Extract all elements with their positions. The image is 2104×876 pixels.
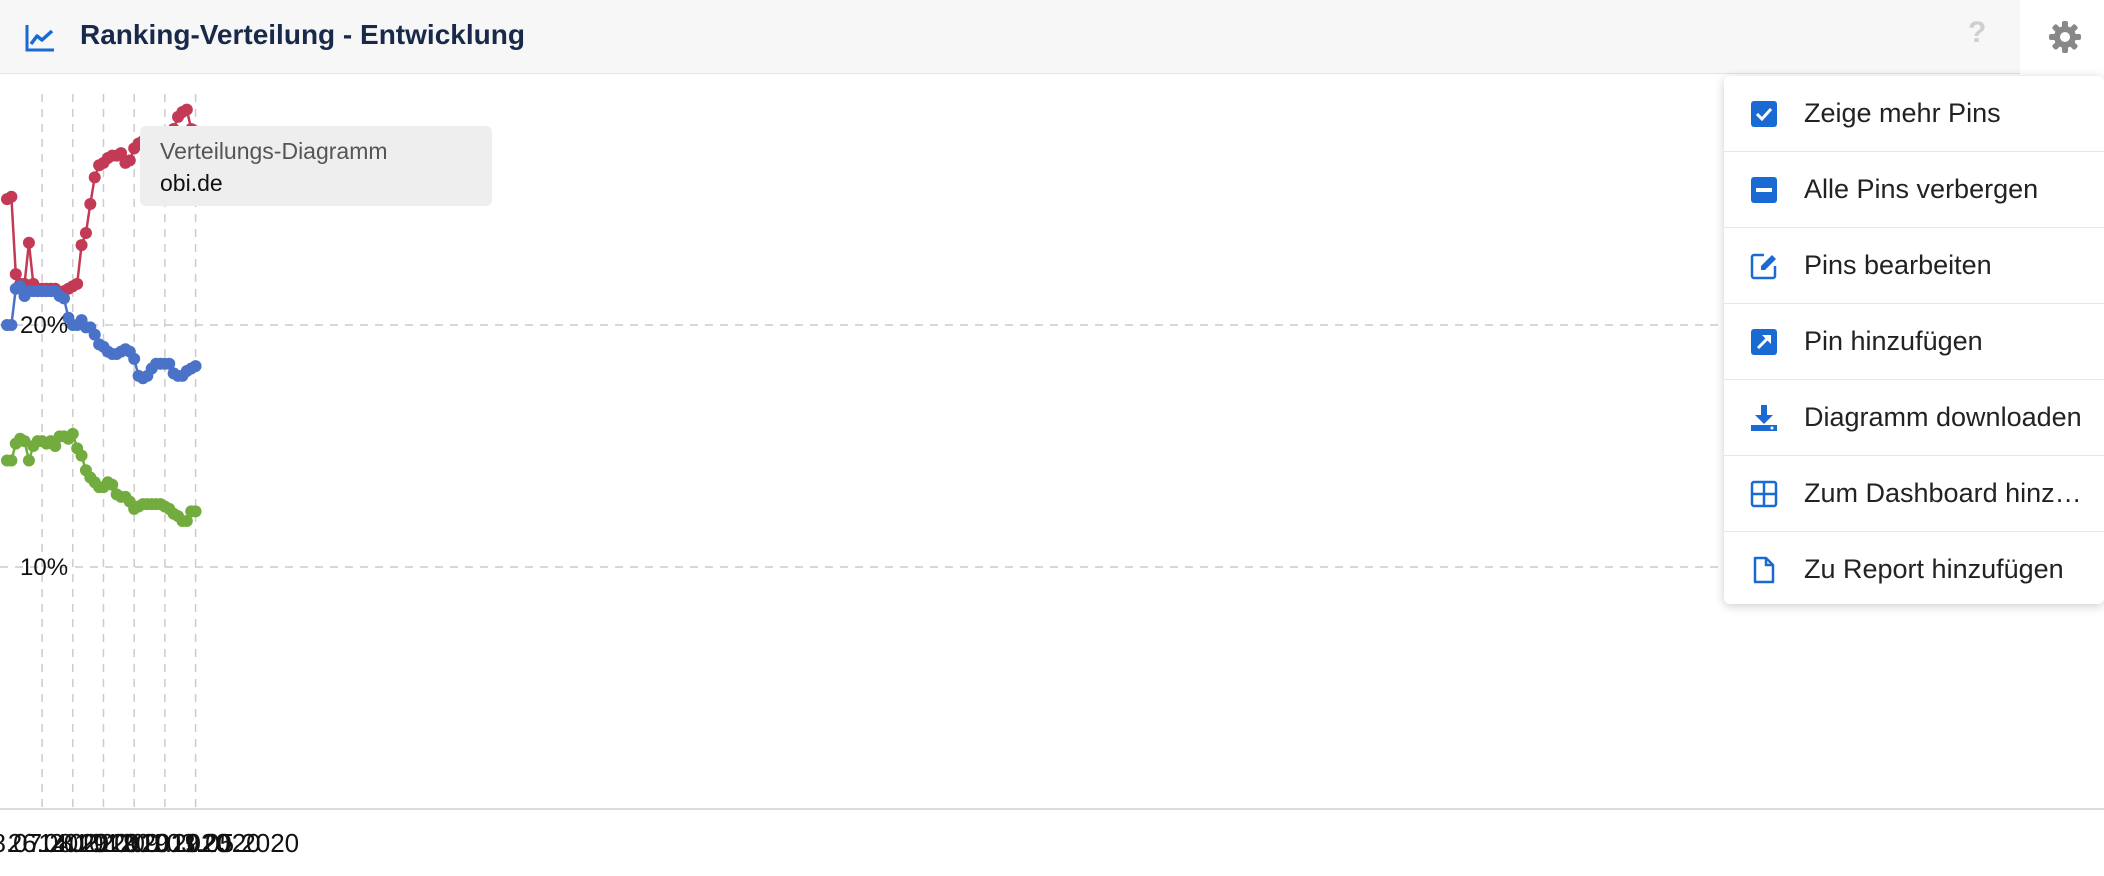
chart-title: Ranking-Verteilung - Entwicklung xyxy=(80,19,525,50)
data-point xyxy=(22,236,35,249)
chart-line-icon xyxy=(25,25,54,52)
chart-settings-menu: Zeige mehr Pins Alle Pins verbergen Pins… xyxy=(1724,76,2104,604)
gear-icon[interactable] xyxy=(2048,20,2082,54)
menu-item-add-to-dashboard[interactable]: Zum Dashboard hinzufügen xyxy=(1724,456,2104,532)
data-point xyxy=(180,515,193,528)
data-point xyxy=(5,454,18,467)
data-point xyxy=(75,449,88,462)
help-icon[interactable]: ? xyxy=(1968,16,1987,49)
menu-label: Alle Pins verbergen xyxy=(1804,174,2039,204)
ranking-chart: 10% 20% 08.07.201926.08.201914.10.201902.1… xyxy=(0,94,2104,858)
y-tick-label: 10% xyxy=(20,554,68,581)
checkbox-checked-icon xyxy=(1751,101,1777,127)
data-point xyxy=(128,352,141,365)
document-icon xyxy=(1753,556,1775,584)
data-point xyxy=(22,454,35,467)
menu-item-hide-all-pins[interactable]: Alle Pins verbergen xyxy=(1724,152,2104,228)
menu-label: Zum Dashboard hinzufügen xyxy=(1804,478,2094,508)
data-point xyxy=(180,103,193,116)
checkbox-minus-icon xyxy=(1751,177,1777,203)
x-tick-label: 11.05.2020 xyxy=(171,828,299,858)
x-tick-label: 14.10.2019 xyxy=(38,828,168,858)
dashboard-grid-icon xyxy=(1750,480,1778,508)
menu-label: Diagramm downloaden xyxy=(1804,402,2082,432)
data-point xyxy=(106,478,119,491)
data-point xyxy=(5,190,18,203)
data-point xyxy=(5,319,18,331)
menu-label: Zeige mehr Pins xyxy=(1804,98,2001,128)
data-point xyxy=(115,147,128,160)
data-point xyxy=(58,292,71,305)
data-point xyxy=(189,360,202,373)
data-point xyxy=(79,227,92,240)
data-point xyxy=(49,440,62,452)
x-tick-label: 08.07.2019 xyxy=(0,828,107,858)
x-tick-label: 26.08.2019 xyxy=(8,828,138,858)
menu-item-show-more-pins[interactable]: Zeige mehr Pins xyxy=(1724,76,2104,152)
data-point xyxy=(123,154,136,167)
edit-icon xyxy=(1750,253,1777,280)
data-point xyxy=(71,277,84,290)
download-icon xyxy=(1751,405,1777,431)
menu-item-add-pin[interactable]: Pin hinzufügen xyxy=(1724,304,2104,380)
menu-label: Zu Report hinzufügen xyxy=(1804,554,2064,584)
chart-tooltip: Verteilungs-Diagramm obi.de xyxy=(140,126,492,206)
menu-item-add-to-report[interactable]: Zu Report hinzufügen xyxy=(1724,532,2104,608)
data-point xyxy=(75,239,88,252)
menu-label: Pin hinzufügen xyxy=(1804,326,1983,356)
data-point xyxy=(163,357,176,370)
data-point xyxy=(66,427,79,440)
data-point xyxy=(18,435,31,448)
data-point xyxy=(88,328,101,341)
chart-header: Ranking-Verteilung - Entwicklung ? xyxy=(0,0,2104,74)
x-tick-label: 20.01.2020 xyxy=(100,828,230,858)
data-point xyxy=(88,171,101,184)
tooltip-domain: obi.de xyxy=(160,170,223,196)
y-tick-label: 20% xyxy=(20,312,68,339)
x-tick-label: 02.12.2019 xyxy=(69,828,199,858)
menu-label: Pins bearbeiten xyxy=(1804,250,1992,280)
tooltip-title: Verteilungs-Diagramm xyxy=(160,138,388,164)
data-point xyxy=(84,198,97,210)
external-link-icon xyxy=(1751,329,1777,355)
menu-item-edit-pins[interactable]: Pins bearbeiten xyxy=(1724,228,2104,304)
data-point xyxy=(9,268,22,281)
data-point xyxy=(189,505,202,518)
menu-item-download-chart[interactable]: Diagramm downloaden xyxy=(1724,380,2104,456)
x-tick-label: 09.03.2020 xyxy=(131,828,261,858)
data-point xyxy=(14,280,27,293)
